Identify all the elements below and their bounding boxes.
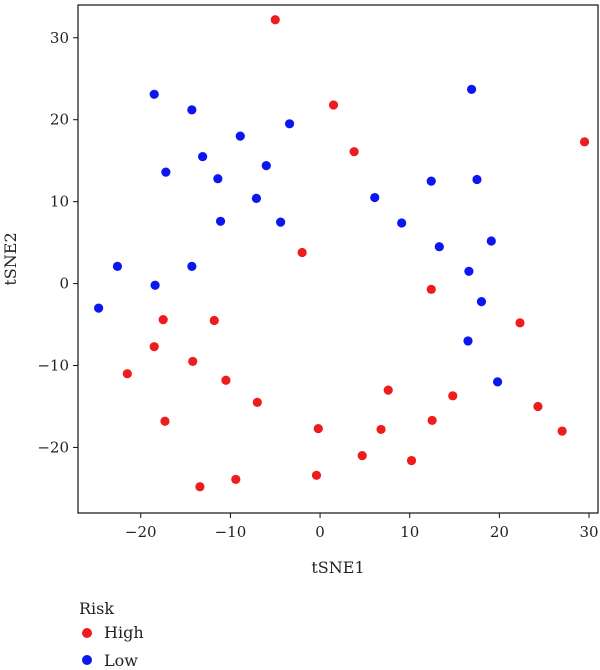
point-low	[251, 193, 262, 203]
y-axis-label: tSNE2	[1, 232, 20, 285]
point-low	[261, 160, 271, 171]
y-tick-label: 10	[50, 193, 69, 211]
legend-marker-low	[82, 655, 92, 665]
point-low	[276, 217, 286, 227]
x-tick-label: −20	[125, 523, 157, 541]
data-points	[94, 15, 590, 492]
point-high	[357, 451, 367, 461]
point-low	[466, 84, 477, 94]
point-high	[533, 401, 543, 412]
point-low	[464, 266, 474, 276]
point-low	[434, 242, 444, 252]
point-low	[235, 131, 245, 141]
y-tick-label: 20	[50, 111, 69, 129]
point-low	[476, 297, 487, 307]
point-high	[349, 147, 359, 157]
point-high	[252, 397, 262, 407]
y-tick-label: 0	[59, 275, 69, 293]
point-low	[472, 174, 482, 185]
point-high	[448, 391, 458, 401]
point-low	[486, 236, 496, 246]
point-low	[397, 218, 407, 228]
point-low	[94, 303, 104, 313]
point-low	[150, 280, 160, 290]
point-low	[187, 261, 197, 271]
point-low	[284, 119, 295, 129]
point-low	[161, 167, 171, 177]
legend-label-low: Low	[104, 651, 138, 670]
point-low	[112, 261, 123, 271]
point-high	[515, 318, 525, 328]
x-axis-label: tSNE1	[311, 558, 364, 577]
legend-label-high: High	[104, 623, 144, 642]
point-low	[187, 105, 197, 115]
point-low	[426, 176, 436, 186]
point-low	[149, 89, 159, 99]
x-tick-label: 20	[490, 523, 509, 541]
point-high	[383, 385, 393, 395]
y-tick-label: 30	[50, 29, 69, 47]
point-high	[158, 315, 168, 325]
point-high	[328, 100, 339, 110]
point-high	[160, 416, 170, 426]
x-tick-label: −10	[215, 523, 247, 541]
x-tick-label: 30	[579, 523, 598, 541]
point-high	[122, 369, 132, 379]
point-high	[270, 15, 280, 25]
point-low	[463, 336, 473, 346]
point-low	[370, 192, 380, 203]
legend: Risk High Low	[79, 599, 144, 670]
point-high	[149, 342, 159, 352]
point-low	[492, 377, 503, 387]
point-high	[406, 455, 417, 466]
legend-marker-high	[82, 628, 92, 638]
point-high	[427, 415, 437, 426]
y-axis-ticks: −20 −10 0 10 20 30	[37, 29, 78, 456]
x-axis-ticks: −20 −10 0 10 20 30	[125, 513, 599, 541]
plot-frame	[77, 4, 599, 514]
legend-title: Risk	[79, 599, 114, 618]
point-high	[376, 424, 386, 435]
point-high	[221, 375, 231, 385]
point-high	[579, 137, 590, 147]
x-tick-label: 0	[315, 523, 325, 541]
point-high	[297, 247, 307, 258]
point-high	[426, 284, 436, 294]
point-high	[188, 356, 198, 367]
point-high	[313, 424, 323, 434]
x-tick-label: 10	[400, 523, 419, 541]
point-low	[215, 216, 226, 226]
point-low	[213, 174, 223, 184]
point-high	[231, 474, 241, 485]
y-tick-label: −20	[37, 438, 69, 456]
point-high	[209, 315, 219, 326]
point-low	[198, 151, 208, 162]
point-high	[311, 470, 322, 480]
point-high	[557, 426, 567, 436]
point-high	[195, 482, 205, 492]
y-tick-label: −10	[37, 357, 69, 375]
